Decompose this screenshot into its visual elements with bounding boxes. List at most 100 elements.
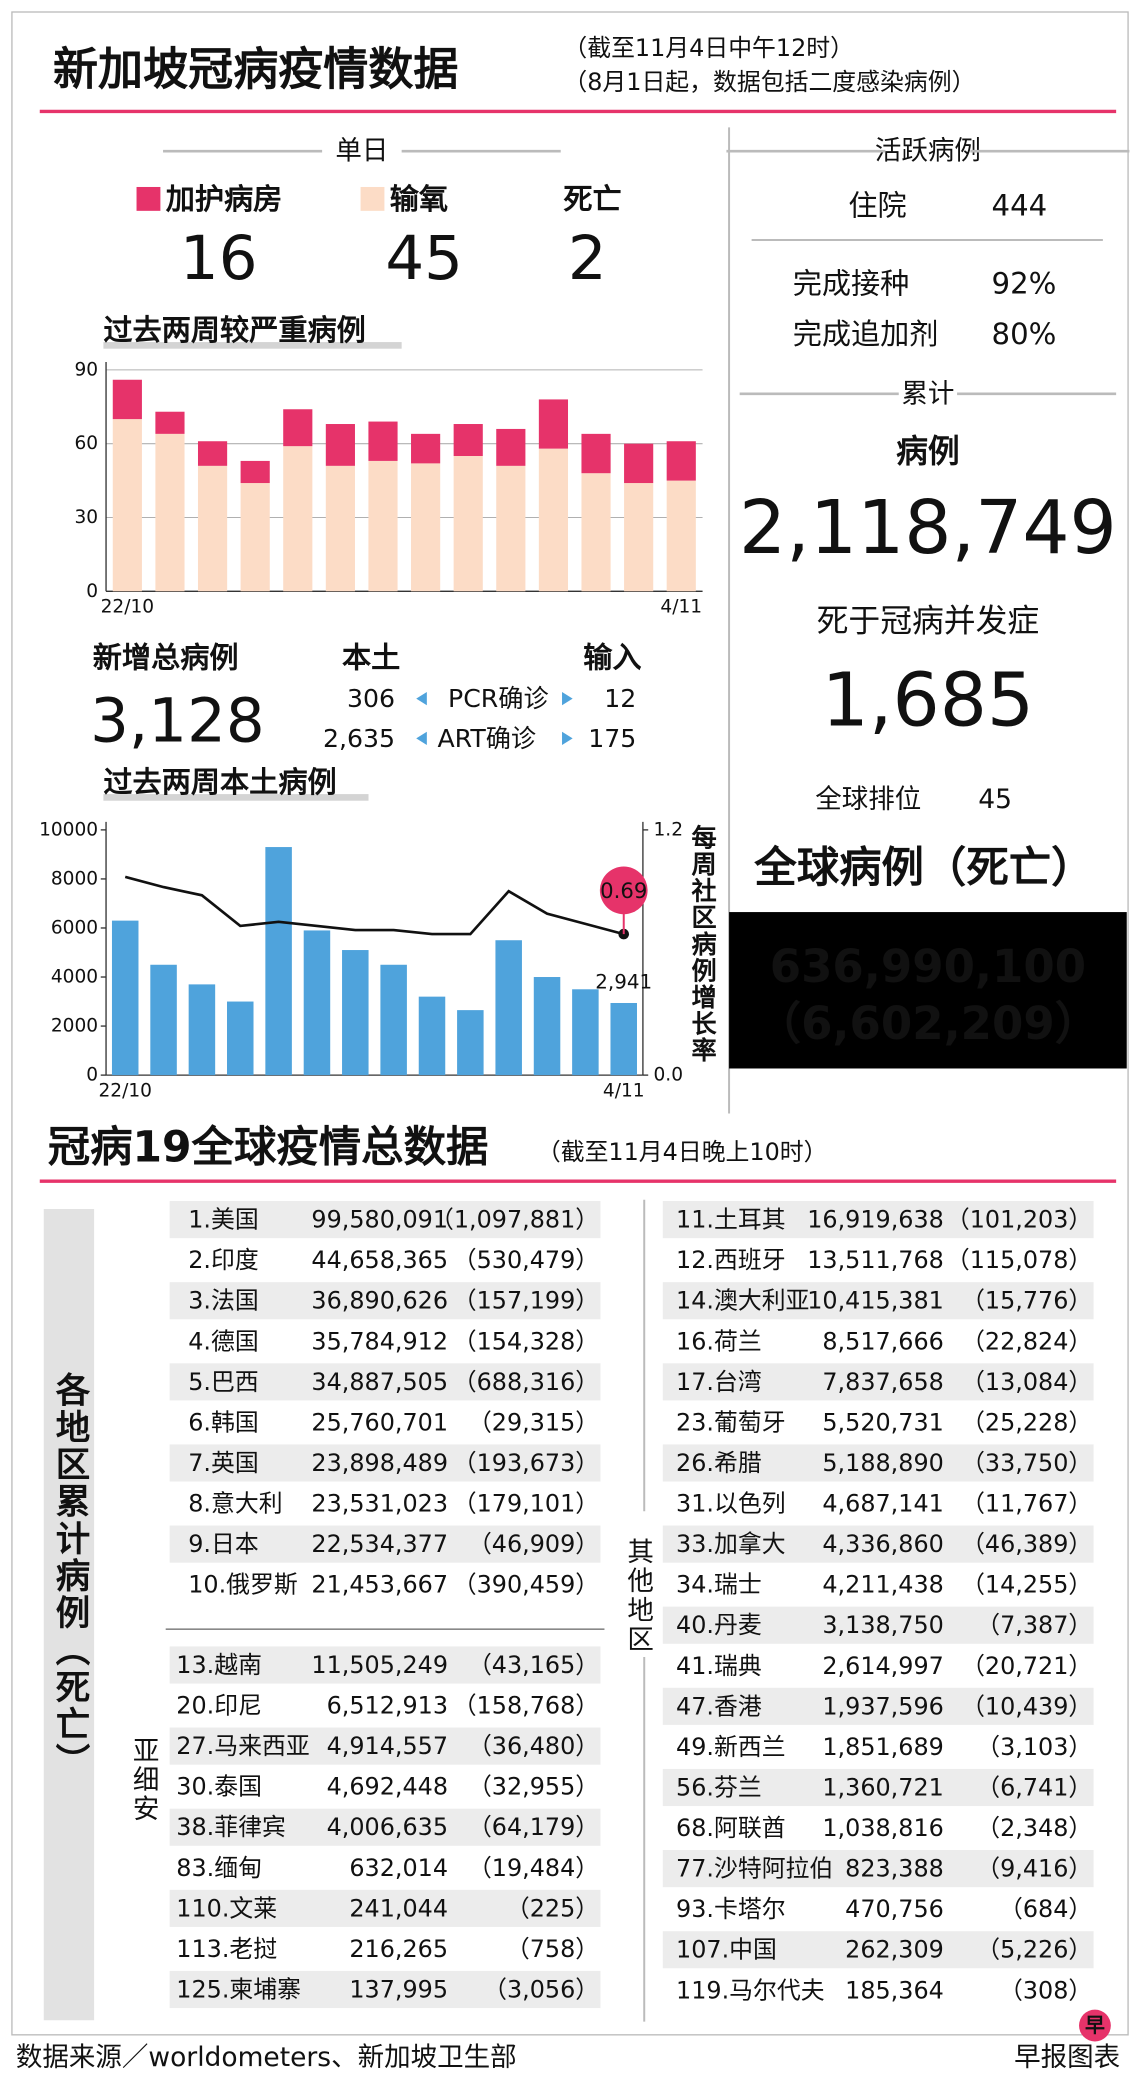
region-deaths: （6,741） (976, 1773, 1092, 1801)
bar-segment (155, 411, 185, 434)
y-tick-label: 0 (86, 1065, 98, 1086)
arrow-left (416, 692, 427, 706)
bar (227, 1001, 254, 1076)
region-deaths: （29,315） (468, 1408, 599, 1436)
region-cases: 5,520,731 (822, 1408, 943, 1436)
local-count: 2,635 (323, 724, 395, 753)
bar (495, 940, 522, 1076)
stat-label: 完成接种 (793, 267, 910, 301)
row-band (169, 1808, 601, 1846)
region-deaths: （10,439） (961, 1692, 1092, 1720)
region-cases: 2,614,997 (822, 1652, 943, 1680)
region-deaths: （20,721） (961, 1652, 1092, 1680)
region-name: 4.德国 (188, 1327, 258, 1355)
global-deaths: （6,602,209） (756, 997, 1100, 1050)
arrow-left (416, 731, 427, 746)
header-note: （8月1日起，数据包括二度感染病例） (563, 68, 975, 96)
asean-label: 亚细安 (128, 1737, 159, 1824)
region-name: 41.瑞典 (676, 1652, 762, 1680)
deaths-label: 死于冠病并发症 (817, 601, 1040, 639)
bar (457, 1010, 484, 1076)
y-tick-label: 60 (74, 433, 98, 454)
region-name: 83.缅甸 (176, 1854, 262, 1882)
region-deaths: （43,165） (468, 1651, 599, 1679)
region-name: 33.加拿大 (676, 1530, 786, 1558)
region-name: 47.香港 (676, 1692, 762, 1720)
bar-segment (496, 465, 526, 592)
region-deaths: （158,768） (453, 1692, 599, 1720)
region-name: 7.英国 (188, 1449, 258, 1477)
bar (265, 847, 292, 1076)
global-label: 全球病例（死亡） (753, 844, 1093, 893)
region-deaths: （5,226） (976, 1936, 1092, 1964)
region-cases: 44,658,365 (311, 1246, 448, 1274)
region-name: 30.泰国 (176, 1773, 262, 1801)
bar (188, 984, 216, 1076)
region-name: 68.阿联酋 (676, 1814, 786, 1842)
region-deaths: （46,909） (468, 1530, 599, 1558)
region-cases: 10,415,381 (807, 1287, 944, 1315)
region-name: 93.卡塔尔 (676, 1895, 786, 1923)
bar-segment (325, 424, 355, 466)
region-cases: 1,851,689 (822, 1733, 943, 1761)
region-name: 10.俄罗斯 (188, 1571, 298, 1599)
row-band (662, 1363, 1094, 1401)
legend-swatch (360, 186, 385, 211)
region-cases: 3,138,750 (822, 1611, 943, 1639)
legend-label: 加护病房 (166, 182, 283, 216)
credit: 早报图表 (1014, 2042, 1120, 2073)
region-cases: 4,692,448 (327, 1773, 448, 1801)
imported-count: 175 (588, 724, 636, 753)
bar-segment (453, 424, 483, 456)
region-cases: 185,364 (845, 1976, 944, 2004)
region-cases: 23,898,489 (311, 1449, 448, 1477)
region-deaths: （33,750） (961, 1449, 1092, 1477)
region-deaths: （2,348） (976, 1814, 1092, 1842)
region-name: 16.荷兰 (676, 1327, 762, 1355)
row-band (662, 1687, 1094, 1725)
region-deaths: （225） (506, 1894, 599, 1922)
region-deaths: （530,479） (453, 1246, 599, 1274)
y-tick-label: 90 (74, 359, 98, 380)
region-cases: 4,336,860 (822, 1530, 943, 1558)
region-cases: 6,512,913 (327, 1692, 448, 1720)
chart-title: 过去两周较严重病例 (103, 313, 365, 347)
stat-value: 92% (992, 267, 1057, 301)
region-deaths: （15,776） (961, 1287, 1092, 1315)
region-name: 27.马来西亚 (176, 1732, 309, 1760)
region-deaths: （3,056） (483, 1976, 599, 2004)
bar-segment (453, 455, 483, 592)
chart-title: 过去两周本土病例 (103, 765, 336, 799)
arrow-right (562, 692, 573, 706)
global-cases: 636,990,100 (770, 940, 1086, 993)
region-deaths: （11,767） (961, 1490, 1092, 1518)
bar-segment (112, 379, 142, 420)
x-tick-label: 4/11 (660, 597, 702, 618)
row-band (169, 1282, 601, 1320)
region-deaths: （157,199） (453, 1287, 599, 1315)
region-name: 31.以色列 (676, 1490, 786, 1518)
bar-segment (666, 480, 696, 592)
local-count: 306 (347, 684, 395, 713)
region-deaths: （308） (999, 1976, 1092, 2004)
region-cases: 25,760,701 (311, 1408, 448, 1436)
bar-segment (666, 441, 696, 481)
region-name: 8.意大利 (188, 1490, 282, 1518)
x-tick-label: 22/10 (98, 1081, 151, 1102)
y-tick-label: 4000 (51, 967, 98, 988)
region-cases: 11,505,249 (311, 1651, 448, 1679)
region-deaths: （193,673） (453, 1449, 599, 1477)
region-name: 12.西班牙 (676, 1246, 786, 1274)
region-name: 56.芬兰 (676, 1773, 762, 1801)
side-label: 各地区累计病例（死亡） (49, 1371, 91, 1780)
bar-segment (197, 441, 228, 466)
bar-segment (283, 446, 313, 592)
region-name: 40.丹麦 (676, 1611, 762, 1639)
bar-segment (538, 448, 569, 592)
region-name: 20.印尼 (176, 1692, 262, 1720)
bar-segment (112, 419, 142, 592)
region-cases: 22,534,377 (311, 1530, 448, 1558)
bar-segment (411, 433, 441, 464)
